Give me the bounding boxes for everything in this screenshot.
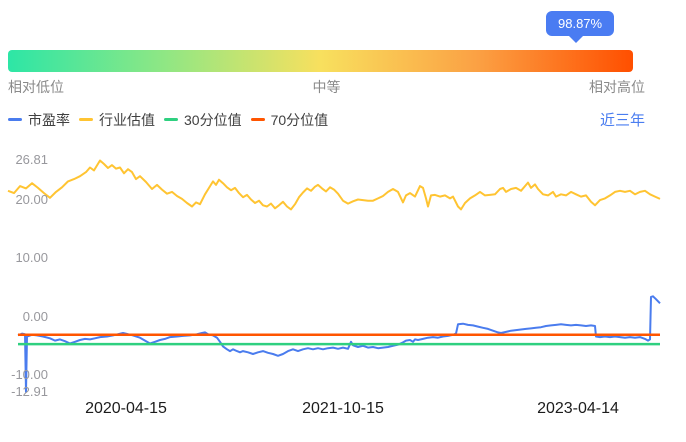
legend-item-label: 30分位值 [184, 111, 242, 128]
legend-item-percentile-70[interactable]: 70分位值 [250, 110, 329, 130]
legend-item-industry-valuation[interactable]: 行业估值 [79, 110, 155, 130]
x-axis-tick-label: 2021-10-15 [302, 400, 384, 417]
gauge-label-high: 相对高位 [589, 79, 645, 95]
gauge-value-tooltip: 98.87% [546, 11, 615, 43]
industry-valuation-dash-icon [79, 118, 93, 121]
gauge-label-mid: 中等 [312, 79, 341, 95]
legend-row: 市盈率 行业估值 30分位值 70分位值 近三年 [8, 109, 645, 130]
legend-item-percentile-30[interactable]: 30分位值 [164, 110, 242, 130]
gauge-gradient-bar [8, 50, 633, 72]
x-axis-tick-label: 2023-04-14 [537, 400, 619, 417]
chart-legend: 市盈率 行业估值 30分位值 70分位值 [8, 110, 328, 130]
percentile-70-dash-icon [250, 118, 265, 121]
tooltip-arrow-icon [568, 35, 584, 43]
legend-item-label: 市盈率 [28, 111, 70, 128]
y-axis-tick-label: -12.91 [11, 383, 48, 399]
legend-item-pe-ratio[interactable]: 市盈率 [8, 110, 70, 130]
series-line-industry-valuation [7, 159, 661, 211]
y-axis-tick-label: 10.00 [15, 250, 48, 266]
y-axis-tick-label: 0.00 [22, 308, 48, 324]
percentile-30-dash-icon [164, 118, 178, 121]
legend-item-label: 行业估值 [99, 111, 155, 128]
y-axis-tick-label: -10.00 [11, 367, 48, 382]
y-axis-tick-label: 20.00 [15, 192, 48, 208]
gauge-labels: 相对低位 中等 相对高位 [8, 77, 645, 97]
y-axis-tick-label: 26.81 [15, 152, 48, 168]
gauge-label-low: 相对低位 [8, 79, 64, 95]
period-link[interactable]: 近三年 [599, 112, 645, 129]
legend-item-label: 70分位值 [270, 111, 329, 128]
pe-ratio-dash-icon [8, 118, 22, 121]
x-axis-tick-label: 2020-04-15 [85, 400, 167, 417]
gauge-value-label: 98.87% [558, 16, 603, 31]
